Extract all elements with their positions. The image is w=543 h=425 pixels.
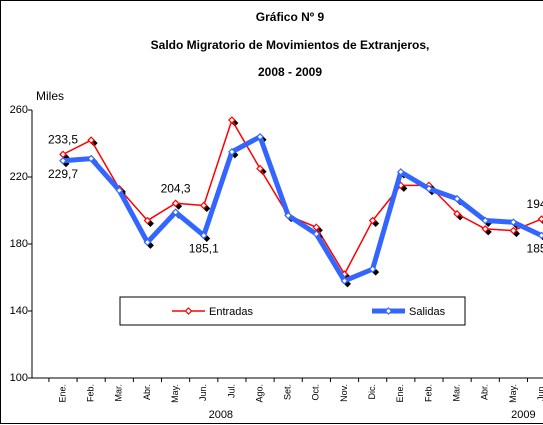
y-tick-label: 260 — [10, 104, 28, 116]
marker — [87, 136, 95, 144]
x-tick-label: Jun. — [198, 384, 208, 401]
marker — [481, 225, 490, 233]
data-label: 229,7 — [48, 167, 78, 181]
legend-label: Entradas — [209, 306, 254, 318]
marker — [453, 194, 461, 203]
x-tick-label: Ene. — [57, 384, 67, 403]
marker — [171, 199, 180, 208]
y-tick-label: 140 — [10, 305, 28, 317]
y-tick-label: 100 — [10, 372, 28, 384]
y-axis-label: Miles — [36, 89, 64, 103]
marker — [256, 132, 264, 141]
data-label: 185,1 — [189, 242, 219, 256]
x-tick-label: Set. — [283, 384, 293, 400]
marker — [228, 148, 236, 156]
marker — [368, 265, 377, 273]
marker — [453, 210, 461, 218]
marker — [59, 156, 67, 165]
y-tick-label: 220 — [10, 171, 28, 183]
legend-label: Salidas — [409, 306, 446, 318]
marker — [256, 164, 264, 173]
data-label: 185,1 — [527, 242, 543, 256]
x-tick-label: May. — [170, 384, 180, 403]
x-tick-label: Nov. — [339, 384, 349, 402]
x-tick-label: Oct. — [311, 384, 321, 401]
marker — [171, 208, 180, 217]
y-tick-label: 180 — [10, 238, 28, 250]
marker — [537, 231, 543, 240]
x-tick-label: Ene. — [395, 384, 405, 403]
chart-subtitle: 2008 - 2009 — [258, 65, 322, 79]
chart-title: Gráfico Nº 9 — [256, 10, 325, 24]
data-label: 204,3 — [161, 181, 191, 195]
series-line — [62, 119, 542, 275]
x-tick-label: Dic. — [367, 384, 377, 400]
marker — [340, 277, 349, 285]
marker — [509, 218, 518, 227]
marker — [228, 116, 236, 124]
x-tick-label: Jul. — [226, 384, 236, 398]
x-tick-label: Ago. — [254, 384, 264, 403]
marker — [537, 215, 543, 223]
x-tick-label: Abr. — [480, 384, 490, 400]
marker — [312, 230, 321, 238]
data-label: 194,9 — [527, 197, 543, 211]
marker — [115, 186, 124, 195]
year-label: 2009 — [511, 409, 535, 421]
x-tick-label: Mar. — [114, 384, 124, 402]
marker — [425, 184, 433, 193]
marker — [284, 211, 293, 220]
chart-subtitle: Saldo Migratorio de Movimientos de Extra… — [151, 38, 430, 52]
x-tick-label: Feb. — [423, 384, 433, 402]
x-tick-label: May. — [508, 384, 518, 403]
marker — [509, 226, 518, 235]
year-label: 2008 — [209, 409, 233, 421]
x-tick-label: Feb. — [86, 384, 96, 402]
marker — [143, 216, 152, 225]
x-tick-label: Mar. — [451, 384, 461, 402]
marker — [396, 168, 405, 176]
marker — [143, 238, 152, 247]
data-label: 233,5 — [48, 133, 78, 147]
x-tick-label: Jun. — [536, 384, 543, 401]
marker — [368, 216, 377, 225]
marker — [199, 201, 208, 210]
legend-marker — [384, 307, 393, 315]
marker — [481, 216, 490, 225]
series-line — [62, 134, 543, 284]
legend-marker — [184, 307, 193, 315]
marker — [87, 154, 95, 163]
marker — [199, 231, 208, 240]
x-tick-label: Abr. — [142, 384, 152, 400]
